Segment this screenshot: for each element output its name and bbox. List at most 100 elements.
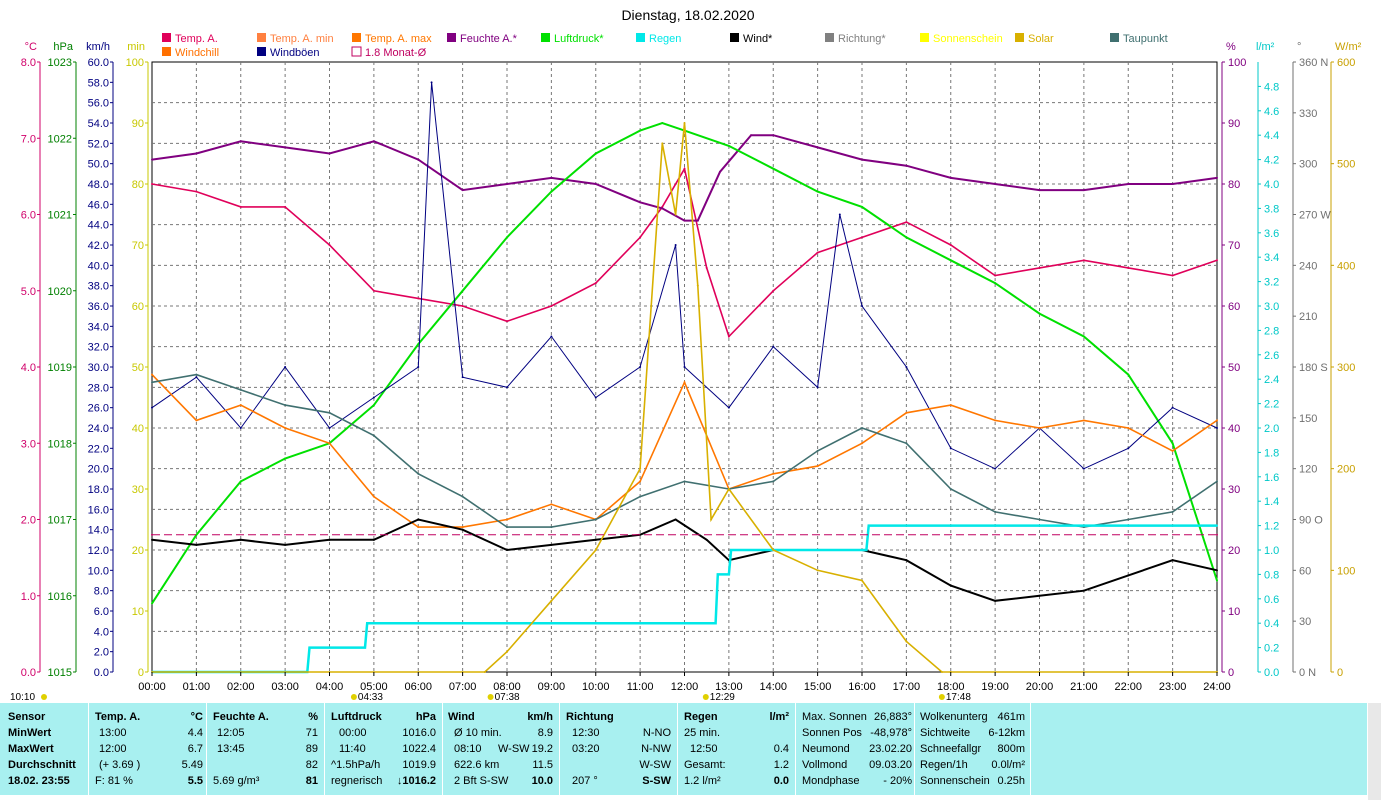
series-feuchte-a-point xyxy=(1171,183,1174,185)
series-temp-a-point xyxy=(639,236,642,239)
legend-label: Temp. A. max xyxy=(365,33,432,45)
feuchte-min-value: 71 xyxy=(305,727,318,739)
kmh-axis-tick-label: 56.0 xyxy=(88,98,109,110)
richtung-column: Richtung 12:30 N-NO 03:20 N-NW W-SW 207 ° S… xyxy=(566,709,671,789)
series-feuchte-a-point xyxy=(696,219,699,222)
series-temp-a-point xyxy=(683,167,686,170)
lm2-axis-tick-label: 1.4 xyxy=(1264,496,1279,508)
series-wind-point xyxy=(284,543,287,546)
series-temp-a-point xyxy=(284,205,287,208)
stats-panel: Sensor MinWert MaxWert Durchschnitt 18.0… xyxy=(0,703,1367,795)
series-windchill-point xyxy=(151,373,153,376)
legend-label: Wind* xyxy=(743,33,773,45)
series-solar-point xyxy=(816,569,819,572)
series-windchill-point xyxy=(1216,419,1218,422)
series-feuchte-a-point xyxy=(1216,176,1218,179)
legend-label: Windböen xyxy=(270,47,320,59)
series-wind-point xyxy=(1216,569,1218,572)
scrollbar[interactable] xyxy=(1368,703,1381,800)
time-axis: 00:00 01:00 02:00 03:00 04:00 05:00 06:00 07:00… xyxy=(10,672,1231,703)
series-taupunkt-point xyxy=(550,526,553,529)
legend-swatch xyxy=(351,46,362,57)
kmh-axis-tick-label: 60.0 xyxy=(88,57,109,69)
wind-10min-label: Ø 10 min. xyxy=(454,727,502,739)
temp-axis-tick-label: 1.0 xyxy=(21,591,36,603)
series-taupunkt-point xyxy=(949,488,952,490)
min-axis-tick-label: 100 xyxy=(126,57,144,69)
series-solar-point xyxy=(483,671,486,673)
luftdruck-max-value: 1022.4 xyxy=(402,743,436,755)
regen-total-value: 1.2 xyxy=(773,759,789,771)
x-tick-label: 13:00 xyxy=(715,681,743,693)
series-windchill-point xyxy=(772,472,775,475)
deg-axis-tick-label: 270 W xyxy=(1299,210,1331,222)
temp-axis-tick-label: 2.0 xyxy=(21,515,36,527)
series-windb-en-point xyxy=(727,406,730,409)
x-tick-label: 23:00 xyxy=(1159,681,1187,693)
sonnenschein-label: Sonnenschein xyxy=(920,775,990,787)
temp-column: Temp. A. °C 13:00 4.4 12:00 6.7 (+ 3.69 ) 5.… xyxy=(95,709,203,789)
kmh-axis-tick-label: 36.0 xyxy=(88,301,109,313)
series-taupunkt-point xyxy=(816,449,819,452)
sensor-column: Sensor MinWert MaxWert Durchschnitt 18.0… xyxy=(8,709,88,789)
kmh-axis-tick-label: 6.0 xyxy=(94,606,109,618)
series-wind-point xyxy=(550,543,553,546)
series-luftdruck-point xyxy=(417,343,420,346)
series-windb-en-point xyxy=(372,396,375,399)
series-windb-en-point xyxy=(1216,427,1218,429)
hpa-axis-tick-label: 1021 xyxy=(48,210,72,222)
series-feuchte-a-point xyxy=(1038,189,1041,192)
series-windb-en-point xyxy=(151,406,153,409)
series-feuchte-a-point xyxy=(994,183,997,185)
series-windchill-point xyxy=(994,419,997,422)
min-axis-tick-label: 40 xyxy=(132,423,144,435)
sensor-header: Sensor xyxy=(8,711,46,723)
temp-unit: °C xyxy=(190,711,203,723)
series-temp-a-point xyxy=(417,297,420,300)
wind-bft-label: 2 Bft S-SW xyxy=(454,775,509,787)
kmh-axis-tick-label: 4.0 xyxy=(94,626,109,638)
series-taupunkt-point xyxy=(994,510,997,513)
series-temp-a-point xyxy=(594,282,597,285)
lm2-axis-tick-label: 4.0 xyxy=(1264,179,1279,191)
pct-axis-tick-label: 60 xyxy=(1228,301,1240,313)
hpa-axis-tick-label: 1018 xyxy=(48,438,72,450)
temp-axis-unit: °C xyxy=(25,41,37,53)
kmh-axis-tick-label: 44.0 xyxy=(88,220,109,232)
wm2-axis-tick-label: 500 xyxy=(1337,159,1355,171)
series-temp-a-point xyxy=(550,305,553,307)
series-windchill-point xyxy=(1127,427,1130,429)
series-windchill-point xyxy=(1038,427,1041,429)
kmh-axis-tick-label: 24.0 xyxy=(88,423,109,435)
series-feuchte-a-point xyxy=(594,183,597,185)
x-tick-label: 01:00 xyxy=(183,681,211,693)
x-tick-label: 20:00 xyxy=(1026,681,1054,693)
legend-swatch xyxy=(636,33,645,42)
astro-column: Max. Sonnen 26,883° Sonnen Pos -48,978° Ne… xyxy=(802,709,912,789)
series-wind-point xyxy=(1127,574,1130,577)
regen-sum-label: 1.2 l/m² xyxy=(684,775,721,787)
deg-axis-tick-label: 150 xyxy=(1299,413,1317,425)
series-taupunkt-point xyxy=(284,404,287,407)
lm2-axis-tick-label: 3.4 xyxy=(1264,252,1279,264)
deg-axis-tick-label: 180 S xyxy=(1299,362,1328,374)
series-windchill-point xyxy=(550,503,553,506)
x-tick-label: 24:00 xyxy=(1203,681,1231,693)
series-solar-point xyxy=(727,488,730,490)
series-luftdruck-point xyxy=(461,289,464,292)
series-regen-point xyxy=(865,549,868,551)
series-luftdruck-point xyxy=(661,122,664,124)
legend-swatch xyxy=(352,33,361,42)
regen-column: Regen l/m² 25 min. 12:50 0.4 Gesamt: 1.2 1.… xyxy=(684,709,789,789)
series-wind-point xyxy=(994,599,997,602)
deg-axis-tick-label: 30 xyxy=(1299,616,1311,628)
wind-header: Wind xyxy=(448,711,475,723)
series-feuchte-a-point xyxy=(639,201,642,204)
series-luftdruck-point xyxy=(639,129,642,132)
series-solar-point xyxy=(772,549,775,551)
legend-swatch xyxy=(541,33,550,42)
sichtweite-value: 6-12km xyxy=(988,727,1025,739)
hpa-axis-tick-label: 1019 xyxy=(48,362,72,374)
series-feuchte-a-point xyxy=(1127,183,1130,185)
series-temp-a-point xyxy=(1038,266,1041,269)
